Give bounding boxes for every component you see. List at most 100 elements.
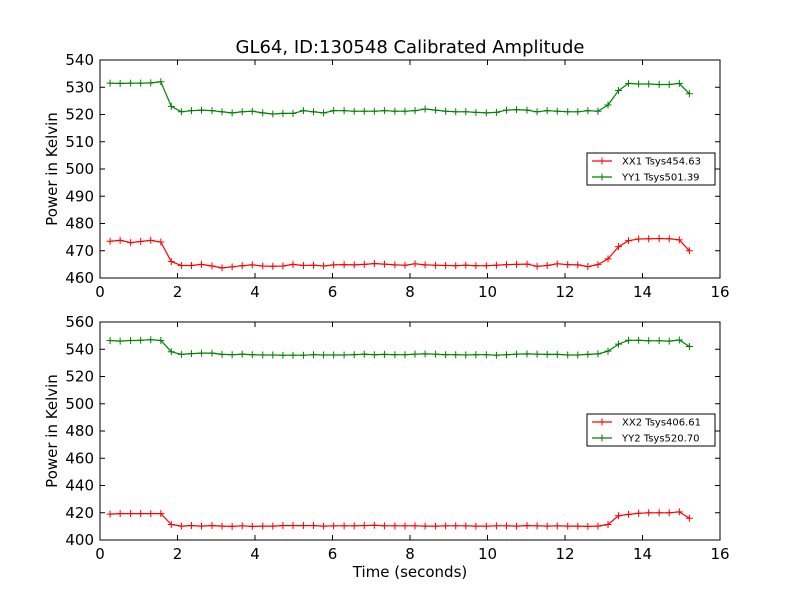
data-point-marker	[594, 261, 602, 269]
y-tick-label: 520	[65, 106, 94, 124]
data-point-marker	[411, 350, 419, 358]
data-point-marker	[228, 351, 236, 359]
data-point-marker	[269, 522, 277, 530]
data-point-marker	[564, 261, 572, 269]
data-point-marker	[208, 107, 216, 115]
data-point-marker	[187, 107, 195, 115]
data-point-marker	[625, 79, 633, 87]
data-point-marker	[127, 79, 135, 87]
data-point-marker	[248, 261, 256, 269]
data-point-marker	[472, 351, 480, 359]
data-point-marker	[472, 108, 480, 116]
data-point-marker	[238, 262, 246, 270]
data-point-marker	[299, 107, 307, 115]
y-tick-label: 460	[65, 269, 94, 287]
data-point-marker	[462, 261, 470, 269]
data-point-marker	[472, 522, 480, 530]
x-tick-label: 4	[250, 545, 260, 563]
data-point-marker	[198, 260, 206, 268]
data-point-marker	[635, 336, 643, 344]
data-point-marker	[513, 106, 521, 114]
data-point-marker	[411, 107, 419, 115]
data-point-marker	[380, 260, 388, 268]
data-point-marker	[614, 512, 622, 520]
data-point-marker	[289, 522, 297, 530]
data-point-marker	[432, 106, 440, 114]
data-point-marker	[248, 107, 256, 115]
data-point-marker	[370, 351, 378, 359]
data-point-marker	[523, 350, 531, 358]
x-tick-label: 16	[710, 545, 729, 563]
data-point-marker	[523, 106, 531, 114]
y-tick-label: 460	[65, 449, 94, 467]
data-point-marker	[401, 261, 409, 269]
data-point-marker	[350, 261, 358, 269]
data-point-marker	[279, 109, 287, 117]
data-point-marker	[370, 260, 378, 268]
data-point-marker	[655, 509, 663, 517]
data-point-marker	[340, 261, 348, 269]
legend-box	[586, 413, 716, 447]
legend-entry: XX2 Tsys406.61	[622, 418, 701, 429]
data-point-marker	[269, 110, 277, 118]
data-point-marker	[106, 337, 114, 345]
data-point-marker	[137, 237, 145, 245]
data-point-marker	[421, 261, 429, 269]
data-point-marker	[370, 521, 378, 529]
data-point-marker	[492, 351, 500, 359]
data-point-marker	[391, 261, 399, 269]
x-tick-label: 12	[555, 283, 574, 301]
data-point-marker	[421, 105, 429, 113]
data-point-marker	[391, 351, 399, 359]
data-point-marker	[330, 351, 338, 359]
x-tick-label: 16	[710, 283, 729, 301]
data-point-marker	[248, 522, 256, 530]
y-tick-label: 500	[65, 395, 94, 413]
data-point-marker	[137, 510, 145, 518]
data-point-marker	[432, 261, 440, 269]
data-point-marker	[645, 337, 653, 345]
data-point-marker	[218, 522, 226, 530]
legend-entry: XX1 Tsys454.63	[622, 157, 701, 168]
data-point-marker	[655, 81, 663, 89]
data-point-marker	[645, 235, 653, 243]
data-point-marker	[167, 258, 175, 266]
data-point-marker	[147, 79, 155, 87]
data-point-marker	[391, 107, 399, 115]
data-point-marker	[452, 108, 460, 116]
data-point-marker	[330, 522, 338, 530]
data-point-marker	[177, 108, 185, 116]
data-point-marker	[157, 510, 165, 518]
y-tick-label: 540	[65, 51, 94, 69]
data-point-marker	[665, 509, 673, 517]
data-point-marker	[533, 262, 541, 270]
data-point-marker	[147, 336, 155, 344]
data-point-marker	[137, 336, 145, 344]
data-point-marker	[187, 261, 195, 269]
data-point-marker	[127, 239, 135, 247]
data-point-marker	[635, 509, 643, 517]
data-point-marker	[380, 107, 388, 115]
data-point-marker	[157, 238, 165, 246]
data-point-marker	[614, 243, 622, 251]
data-point-marker	[635, 235, 643, 243]
data-point-marker	[360, 260, 368, 268]
data-point-marker	[279, 262, 287, 270]
data-point-marker	[594, 522, 602, 530]
data-point-marker	[248, 351, 256, 359]
x-tick-label: 2	[173, 545, 183, 563]
data-point-marker	[106, 510, 114, 518]
data-point-marker	[523, 260, 531, 268]
data-point-marker	[533, 350, 541, 358]
data-point-marker	[238, 522, 246, 530]
data-point-marker	[574, 108, 582, 116]
data-point-marker	[269, 351, 277, 359]
data-point-marker	[238, 108, 246, 116]
data-point-marker	[482, 262, 490, 270]
data-point-marker	[187, 350, 195, 358]
data-point-marker	[320, 522, 328, 530]
data-point-marker	[360, 350, 368, 358]
y-tick-label: 540	[65, 340, 94, 358]
data-point-marker	[685, 514, 693, 522]
legend-marker	[598, 157, 606, 165]
